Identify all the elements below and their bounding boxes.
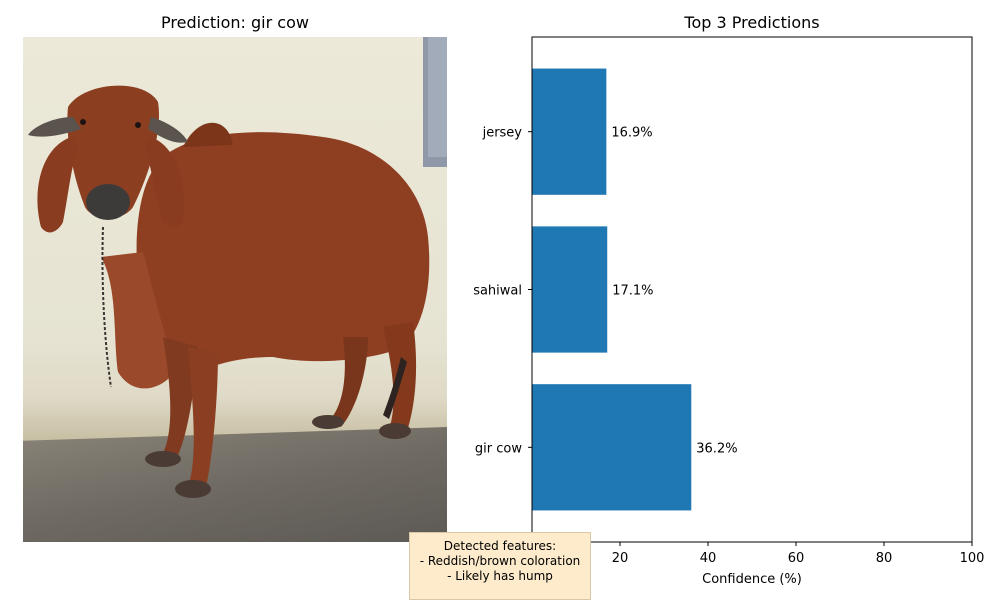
bar-jersey: [532, 68, 607, 195]
bar-sahiwal: [532, 226, 608, 353]
features-line: - Likely has hump: [447, 569, 553, 583]
x-tick-label: 80: [876, 551, 893, 566]
door-edge-highlight: [428, 37, 447, 157]
bar-value-label: 36.2%: [696, 441, 737, 456]
cow-illustration: [28, 85, 430, 498]
bar-gir-cow: [532, 384, 692, 511]
bar-value-label: 16.9%: [611, 126, 652, 141]
x-tick-label: 100: [960, 551, 985, 566]
floor: [23, 427, 447, 542]
image-title: Prediction: gir cow: [161, 13, 309, 32]
detected-features-box: Detected features: - Reddish/brown color…: [409, 532, 591, 600]
features-line: Detected features:: [443, 539, 557, 553]
x-axis-label: Confidence (%): [702, 572, 802, 587]
cow-photo: [23, 37, 447, 542]
y-tick-label: jersey: [482, 126, 523, 141]
bar-value-label: 17.1%: [612, 284, 653, 299]
y-tick-label: sahiwal: [473, 284, 522, 299]
x-tick-label: 20: [612, 551, 629, 566]
chart-title: Top 3 Predictions: [684, 13, 820, 32]
y-tick-label: gir cow: [475, 441, 522, 456]
x-tick-label: 40: [700, 551, 717, 566]
features-line: - Reddish/brown coloration: [419, 554, 581, 568]
x-tick-label: 60: [788, 551, 805, 566]
